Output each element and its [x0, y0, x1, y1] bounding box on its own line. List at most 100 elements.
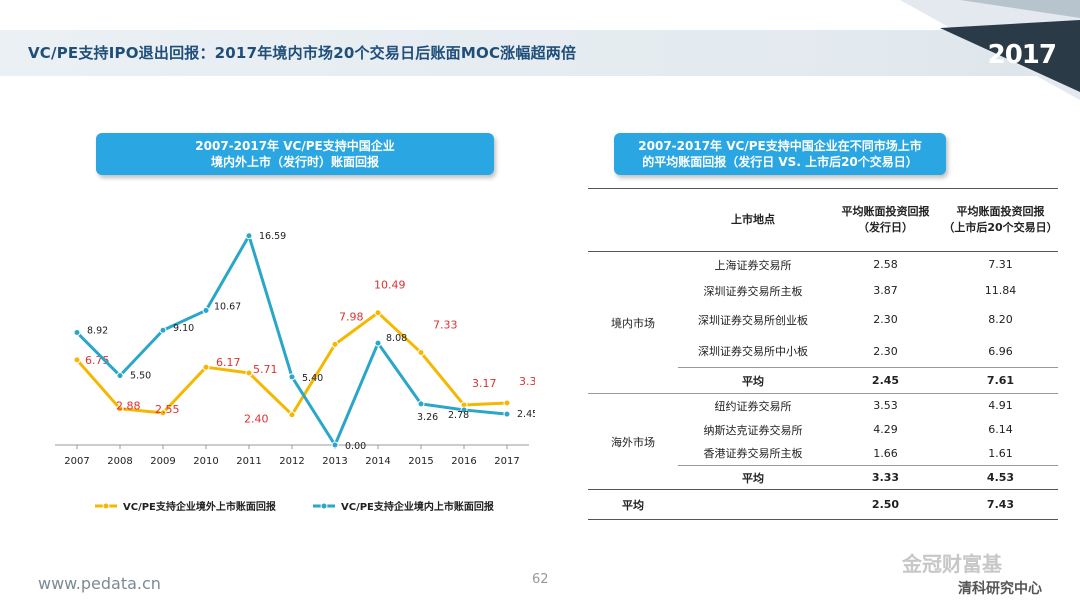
- data-point: [73, 356, 81, 364]
- data-point: [460, 406, 468, 414]
- table-row: 深圳证券交易所中小板 2.30 6.96: [588, 336, 1058, 368]
- group-overseas: 海外市场: [611, 435, 655, 449]
- d20-return: 7.31: [988, 258, 1013, 272]
- d20-return: 7.43: [986, 498, 1015, 511]
- average-label: 平均: [742, 471, 764, 485]
- average-label: 平均: [742, 374, 764, 388]
- x-tick-label: 2016: [451, 456, 476, 467]
- data-point: [331, 441, 339, 449]
- table-header-20day: 平均账面投资回报 （上市后20个交易日）: [943, 189, 1058, 252]
- total-average-label: 平均: [622, 498, 644, 512]
- data-point: [245, 232, 253, 240]
- table-row: 深圳证券交易所创业板 2.30 8.20: [588, 304, 1058, 336]
- total-average-row: 平均 2.50 7.43: [588, 489, 1058, 520]
- data-point: [288, 373, 296, 381]
- x-tick-label: 2007: [64, 456, 89, 467]
- domestic-average-row: 平均 2.45 7.61: [588, 367, 1058, 394]
- data-label: 2.78: [448, 410, 469, 421]
- data-label: 5.71: [253, 363, 278, 376]
- d20-return: 4.91: [988, 399, 1013, 413]
- market-name: 纳斯达克证券交易所: [703, 423, 803, 437]
- ipo-return: 2.30: [873, 344, 898, 358]
- data-point: [503, 410, 511, 418]
- data-label: 0.00: [345, 441, 366, 452]
- data-point: [159, 409, 167, 417]
- table-header-market: 上市地点: [731, 213, 775, 226]
- ipo-return: 3.53: [873, 399, 898, 413]
- table-row: 境内市场 上海证券交易所 2.58 7.31: [588, 251, 1058, 394]
- data-label: 8.08: [386, 333, 407, 344]
- data-point: [374, 339, 382, 347]
- data-point: [374, 309, 382, 317]
- legend-label: VC/PE支持企业境内上市账面回报: [341, 500, 494, 513]
- returns-line-chart: 2007 2008 2009 2010 2011 2012 2013 2014 2015 2016…: [55, 231, 535, 513]
- table-row: 深圳证券交易所主板 3.87 11.84: [588, 278, 1058, 304]
- data-label: 8.92: [87, 326, 108, 337]
- x-tick-label: 2017: [494, 456, 519, 467]
- table-row: 海外市场 纽约证券交易所 3.53 4.91: [588, 393, 1058, 449]
- corner-decoration: [900, 0, 1080, 100]
- x-tick-label: 2014: [365, 456, 390, 467]
- legend-marker: [320, 502, 328, 510]
- total-spacer: [678, 490, 828, 520]
- watermark-sub: 清科研究中心: [958, 581, 1042, 597]
- table-header-ipo-day-line1: 平均账面投资回报: [841, 205, 930, 218]
- table-header-20day-line1: 平均账面投资回报: [956, 205, 1045, 218]
- chart-panel-title: 2007-2017年 VC/PE支持中国企业 境内外上市（发行时）账面回报: [96, 133, 494, 175]
- data-label: 3.26: [417, 412, 438, 423]
- table-header-ipo-day-line2: （发行日）: [858, 221, 913, 234]
- data-label: 3.17: [472, 377, 497, 390]
- d20-return: 8.20: [988, 313, 1013, 326]
- d20-return: 1.61: [988, 446, 1013, 460]
- x-tick-label: 2009: [150, 456, 175, 467]
- data-label: 5.50: [130, 371, 151, 382]
- table-panel-title-line1: 2007-2017年 VC/PE支持中国企业在不同市场上市: [638, 139, 922, 153]
- ipo-return: 1.66: [873, 446, 898, 460]
- data-point: [503, 399, 511, 407]
- table-row: 香港证券交易所主板 1.66 1.61: [588, 442, 1058, 466]
- market-name: 纽约证券交易所: [714, 399, 792, 413]
- data-label: 7.98: [339, 310, 364, 323]
- table-header-20day-line2: （上市后20个交易日）: [943, 221, 1058, 234]
- legend-marker: [102, 502, 110, 510]
- ipo-return: 2.45: [871, 374, 900, 387]
- chart-panel-title-line2: 境内外上市（发行时）账面回报: [210, 155, 379, 169]
- data-label: 5.40: [302, 373, 323, 384]
- market-name: 香港证券交易所主板: [703, 447, 803, 461]
- market-name: 深圳证券交易所中小板: [698, 345, 808, 359]
- data-point: [202, 306, 210, 314]
- table-header-group: [588, 189, 678, 252]
- data-point: [159, 326, 167, 334]
- d20-return: 6.14: [988, 423, 1013, 436]
- table-header-ipo-day: 平均账面投资回报 （发行日）: [828, 189, 943, 252]
- market-returns-table: 上市地点 平均账面投资回报 （发行日） 平均账面投资回报 （上市后20个交易日）…: [588, 188, 1058, 520]
- ipo-return: 3.87: [873, 284, 898, 297]
- data-label: 2.40: [244, 413, 269, 426]
- data-label: 6.17: [216, 356, 241, 369]
- data-label: 10.67: [214, 301, 241, 312]
- footer-url[interactable]: www.pedata.cn: [38, 574, 161, 593]
- x-tick-label: 2015: [408, 456, 433, 467]
- data-point: [417, 400, 425, 408]
- year-badge: 2017: [987, 40, 1057, 70]
- ipo-return: 3.33: [871, 471, 900, 484]
- data-point: [245, 369, 253, 377]
- table-header-row: 上市地点 平均账面投资回报 （发行日） 平均账面投资回报 （上市后20个交易日）: [588, 188, 1058, 252]
- x-tick-label: 2012: [279, 456, 304, 467]
- d20-return: 4.53: [986, 471, 1015, 484]
- data-label: 7.33: [433, 319, 458, 332]
- market-name: 深圳证券交易所主板: [703, 284, 803, 298]
- x-tick-label: 2010: [193, 456, 218, 467]
- page-title: VC/PE支持IPO退出回报：2017年境内市场20个交易日后账面MOC涨幅超两…: [28, 44, 577, 62]
- data-label: 10.49: [374, 279, 406, 292]
- data-label: 2.55: [155, 403, 180, 416]
- data-point: [73, 329, 81, 337]
- market-name: 上海证券交易所: [714, 258, 792, 272]
- chart-panel-title-line1: 2007-2017年 VC/PE支持中国企业: [195, 139, 395, 153]
- page-number: 62: [532, 572, 549, 587]
- header-band: [0, 30, 1080, 76]
- market-name: 深圳证券交易所创业板: [698, 313, 808, 327]
- d20-return: 11.84: [984, 284, 1017, 297]
- data-label: 16.59: [259, 231, 286, 242]
- ipo-return: 2.30: [873, 313, 898, 326]
